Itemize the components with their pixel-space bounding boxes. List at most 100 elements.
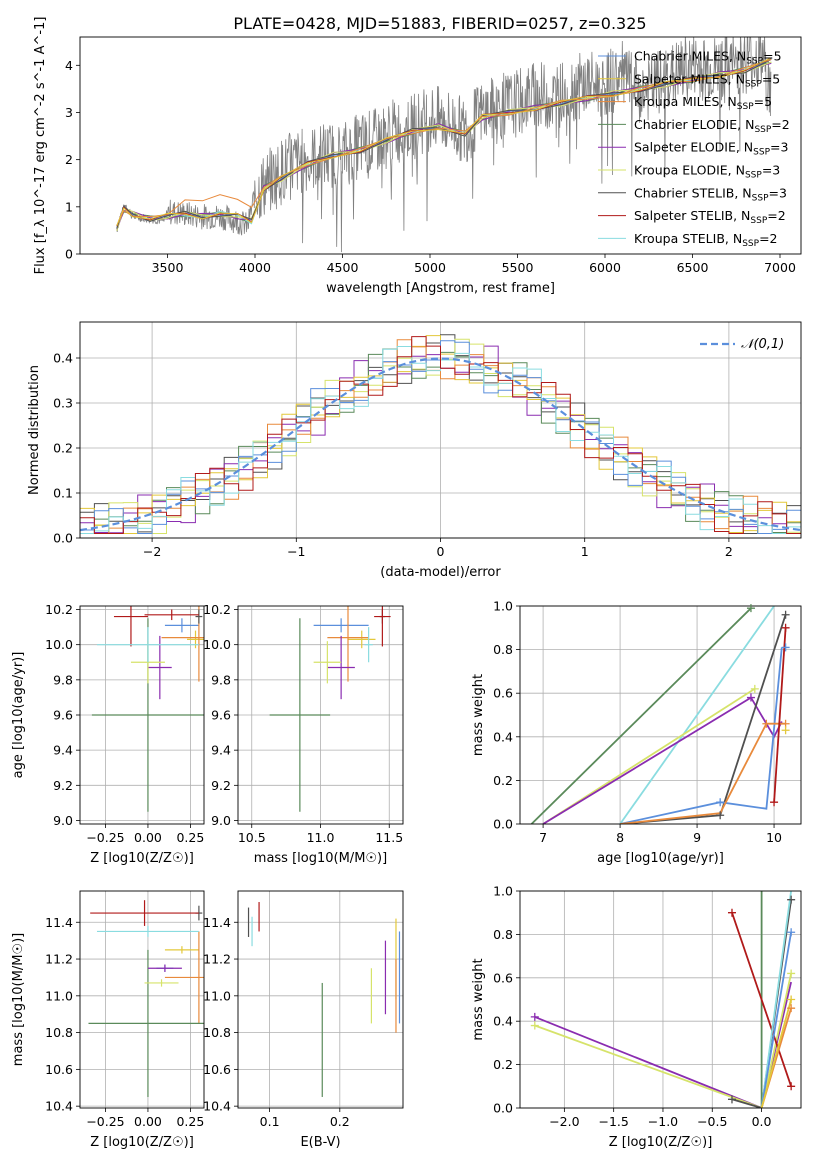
x-axis-label: Z [log10(Z/Z☉)] — [609, 1135, 713, 1150]
y-tick-label: 10.8 — [45, 1025, 73, 1040]
x-tick-label: 7000 — [764, 260, 796, 275]
legend-count: =2 — [767, 208, 785, 223]
y-tick-label: 11.4 — [45, 915, 73, 930]
x-tick-label: 11.5 — [375, 830, 403, 845]
y-tick-label: 0.6 — [493, 686, 513, 701]
plot-frame — [79, 890, 205, 1109]
y-tick-label: 9.6 — [53, 708, 73, 723]
y-axis-label: Flux [f_λ 10^-17 erg cm^-2 s^-1 A^-1] — [33, 17, 48, 275]
plot-background — [238, 891, 403, 1108]
weight-marker-6 — [787, 895, 796, 904]
y-tick-label: 0.4 — [493, 1014, 513, 1029]
legend-subscript: SSP — [745, 171, 762, 181]
weight-line-4 — [542, 696, 783, 824]
x-tick-label: 1 — [581, 544, 589, 559]
x-tick-label: 3500 — [152, 260, 184, 275]
legend-subscript: SSP — [750, 216, 767, 226]
y-tick-label: 11.4 — [203, 915, 231, 930]
y-tick-label: 0.8 — [493, 927, 513, 942]
x-tick-label: 5500 — [502, 260, 534, 275]
x-tick-label: −0.25 — [86, 830, 124, 845]
weight-line-8 — [760, 891, 792, 1108]
legend-count: =2 — [771, 117, 789, 132]
y-tick-label: 11.0 — [203, 988, 231, 1003]
y-tick-label: 9.8 — [211, 672, 231, 687]
y-axis-label: Normed distribution — [27, 365, 42, 495]
y-tick-label: 0.6 — [493, 970, 513, 985]
weight-marker-7 — [770, 798, 779, 807]
legend-label: Kroupa STELIB, NSSP=2 — [634, 231, 778, 249]
figure-title: PLATE=0428, MJD=51883, FIBERID=0257, z=0… — [233, 14, 646, 33]
legend-subscript: SSP — [746, 57, 763, 67]
legend: Chabrier MILES, NSSP=5 Salpeter MILES, NS… — [598, 49, 790, 249]
y-tick-label: 0.3 — [53, 396, 73, 411]
x-tick-label: 5000 — [414, 260, 446, 275]
weight-marker-5 — [750, 684, 759, 693]
plot-frame — [519, 890, 802, 1109]
y-tick-label: 10.4 — [203, 1099, 231, 1114]
x-tick-label: −0.25 — [86, 1114, 124, 1129]
y-tick-label: 9.0 — [211, 813, 231, 828]
x-tick-label: 0.0 — [752, 1114, 772, 1129]
weight-line-5 — [534, 973, 792, 1108]
plot-body — [80, 334, 801, 538]
x-tick-label: −2.0 — [549, 1114, 579, 1129]
y-tick-label: 11.0 — [45, 988, 73, 1003]
plot-frame — [79, 321, 802, 539]
y-tick-label: 1.0 — [493, 599, 513, 614]
y-tick-label: 0.2 — [493, 1057, 513, 1072]
weight-line-1 — [760, 999, 792, 1108]
spectrum-axes: 3500 4000 4500 5000 5500 6000 6500 7000 0 1 2 3 4 wav… — [33, 17, 802, 296]
legend-subscript: SSP — [754, 125, 771, 135]
weight-marker-4 — [530, 1012, 539, 1021]
y-tick-label: 0.2 — [53, 441, 73, 456]
weight-marker-2 — [762, 719, 771, 728]
plot-body — [269, 606, 391, 812]
x-tick-label: −1.0 — [648, 1114, 678, 1129]
x-tick-label: 11.0 — [307, 830, 335, 845]
y-tick-label: 1.0 — [493, 884, 513, 899]
legend-label: Chabrier STELIB, NSSP=3 — [634, 185, 787, 203]
x-tick-label: 2 — [725, 544, 733, 559]
legend-count: =3 — [762, 163, 780, 178]
y-tick-label: 10.4 — [45, 1099, 73, 1114]
y-tick-label: 9.4 — [53, 743, 73, 758]
mass_vs_Z-axes: −0.25 0.00 0.25 10.4 10.6 10.8 11.0 11.2 11.4 Z [… — [11, 890, 205, 1150]
legend-subscript: SSP — [742, 239, 759, 249]
plot-frame — [79, 605, 205, 825]
normal-curve — [80, 357, 801, 532]
y-tick-label: 0.4 — [493, 729, 513, 744]
y-tick-label: 10.8 — [203, 1025, 231, 1040]
legend-label: Chabrier ELODIE, NSSP=2 — [634, 117, 790, 135]
x-tick-label: 10 — [766, 830, 782, 845]
y-tick-label: 10.2 — [45, 602, 73, 617]
y-tick-label: 11.2 — [45, 952, 73, 967]
plot-background — [520, 606, 801, 824]
legend-count: =2 — [759, 231, 777, 246]
plot-body — [534, 891, 792, 1108]
y-tick-label: 0.1 — [53, 486, 73, 501]
x-tick-label: 0.00 — [134, 830, 162, 845]
weight-line-7 — [731, 912, 792, 1087]
legend-label: Kroupa ELODIE, NSSP=3 — [634, 163, 780, 181]
x-axis-label: wavelength [Angstrom, rest frame] — [326, 281, 555, 296]
plots-layer: 3500 4000 4500 5000 5500 6000 6500 7000 0 1 2 3 4 wav… — [11, 17, 802, 1150]
legend-label: Salpeter MILES, NSSP=5 — [634, 71, 780, 89]
plot-body — [91, 606, 204, 812]
y-axis-label: mass weight — [471, 674, 486, 756]
weight-line-4 — [534, 981, 792, 1108]
x-tick-label: 9 — [693, 830, 701, 845]
x-tick-label: 0.25 — [176, 830, 204, 845]
plot-frame — [79, 36, 802, 255]
legend-count: =5 — [754, 94, 772, 109]
legend-count: =3 — [770, 140, 788, 155]
weight-line-2 — [620, 722, 786, 824]
weight-line-0 — [760, 932, 792, 1108]
y-tick-label: 11.2 — [203, 952, 231, 967]
weight-line-8 — [619, 606, 775, 824]
y-tick-label: 2 — [65, 152, 73, 167]
weight-marker-6 — [716, 811, 725, 820]
weight-marker-1 — [781, 726, 790, 735]
x-tick-label: 0.25 — [176, 1114, 204, 1129]
y-tick-label: 1 — [65, 199, 73, 214]
